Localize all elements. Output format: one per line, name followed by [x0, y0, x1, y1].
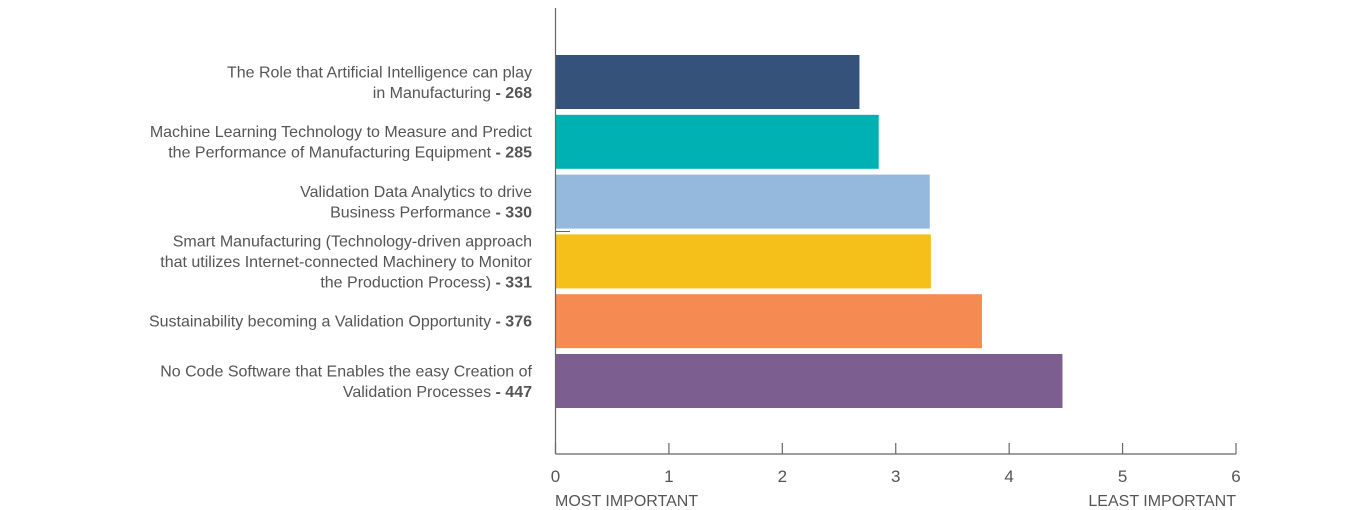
- category-label-line: the Performance of Manufacturing Equipme…: [168, 145, 491, 162]
- x-tick-label: 6: [1231, 467, 1240, 486]
- category-label: The Role that Artificial Intelligence ca…: [227, 64, 532, 102]
- category-label-line: The Role that Artificial Intelligence ca…: [227, 64, 532, 81]
- bar: [555, 294, 982, 349]
- category-label-line: Business Performance: [330, 204, 491, 221]
- x-tick-label: 0: [551, 467, 560, 486]
- category-value-label: - 376: [491, 314, 532, 331]
- x-tick-label: 1: [664, 467, 673, 486]
- category-value-label: - 285: [491, 145, 532, 162]
- bars-layer: [555, 55, 1063, 408]
- x-tick-label: 3: [891, 467, 900, 486]
- category-value-label: - 268: [491, 85, 532, 102]
- category-label: Machine Learning Technology to Measure a…: [150, 124, 533, 162]
- category-label-line: that utilizes Internet-connected Machine…: [160, 254, 532, 271]
- category-label-line: the Production Process): [320, 274, 491, 291]
- category-label: Sustainability becoming a Validation Opp…: [149, 314, 532, 331]
- category-label-line: No Code Software that Enables the easy C…: [160, 363, 532, 380]
- category-labels: The Role that Artificial Intelligence ca…: [149, 64, 533, 401]
- bar: [555, 55, 860, 109]
- bar: [555, 234, 931, 289]
- category-label-line: Smart Manufacturing (Technology-driven a…: [173, 233, 532, 250]
- category-label-line: Machine Learning Technology to Measure a…: [150, 124, 533, 141]
- category-label: Validation Data Analytics to drive Busine…: [300, 184, 532, 222]
- x-axis-ticks: 0 1 2 3 4 5 6: [551, 443, 1241, 486]
- category-value-label: - 331: [491, 274, 532, 291]
- category-label-line: Validation Processes: [343, 384, 491, 401]
- bar: [555, 114, 879, 169]
- category-label: No Code Software that Enables the easy C…: [160, 363, 532, 401]
- x-axis-left-end-label: MOST IMPORTANT: [555, 493, 698, 510]
- x-tick-label: 2: [778, 467, 787, 486]
- x-axis-right-end-label: LEAST IMPORTANT: [1088, 493, 1236, 510]
- category-label-line: in Manufacturing: [373, 85, 491, 102]
- x-tick-label: 4: [1004, 467, 1013, 486]
- category-label-line: Sustainability becoming a Validation Opp…: [149, 314, 491, 331]
- bar: [555, 354, 1063, 408]
- category-label: Smart Manufacturing (Technology-driven a…: [160, 233, 532, 291]
- category-value-label: - 447: [491, 384, 532, 401]
- category-label-line: Validation Data Analytics to drive: [300, 184, 532, 201]
- category-value-label: - 330: [491, 204, 532, 221]
- bar: [555, 174, 930, 229]
- x-tick-label: 5: [1118, 467, 1127, 486]
